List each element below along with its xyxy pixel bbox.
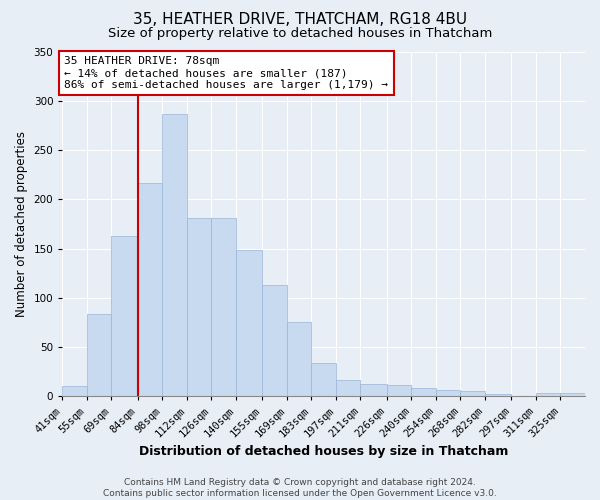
Bar	[485, 394, 511, 396]
Bar	[287, 322, 311, 396]
Bar	[387, 384, 412, 396]
Bar	[187, 218, 211, 396]
Bar	[460, 392, 485, 396]
Bar	[412, 388, 436, 396]
Bar	[560, 394, 585, 396]
Y-axis label: Number of detached properties: Number of detached properties	[15, 131, 28, 317]
Bar	[87, 314, 112, 396]
Bar	[112, 236, 138, 396]
Bar	[62, 386, 87, 396]
Text: 35, HEATHER DRIVE, THATCHAM, RG18 4BU: 35, HEATHER DRIVE, THATCHAM, RG18 4BU	[133, 12, 467, 28]
Bar	[236, 250, 262, 396]
Bar	[536, 394, 560, 396]
Bar	[436, 390, 460, 396]
Text: Size of property relative to detached houses in Thatcham: Size of property relative to detached ho…	[108, 28, 492, 40]
Text: 35 HEATHER DRIVE: 78sqm
← 14% of detached houses are smaller (187)
86% of semi-d: 35 HEATHER DRIVE: 78sqm ← 14% of detache…	[64, 56, 388, 90]
Text: Contains HM Land Registry data © Crown copyright and database right 2024.
Contai: Contains HM Land Registry data © Crown c…	[103, 478, 497, 498]
Bar	[336, 380, 361, 396]
X-axis label: Distribution of detached houses by size in Thatcham: Distribution of detached houses by size …	[139, 444, 508, 458]
Bar	[138, 182, 163, 396]
Bar	[361, 384, 387, 396]
Bar	[211, 218, 236, 396]
Bar	[163, 114, 187, 397]
Bar	[262, 285, 287, 397]
Bar	[311, 363, 336, 396]
